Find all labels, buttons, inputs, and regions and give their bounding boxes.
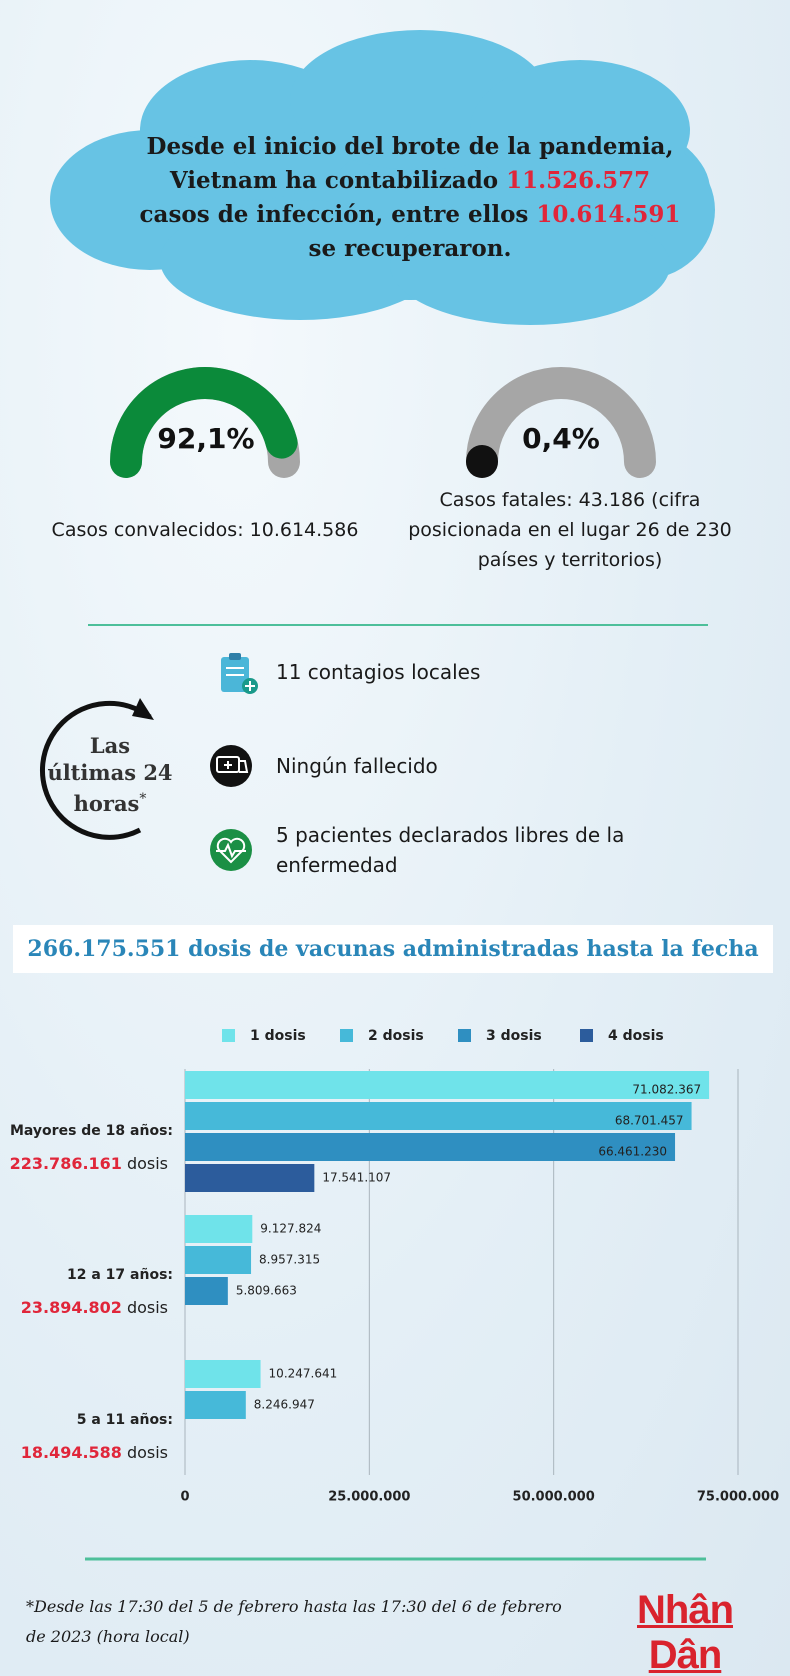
bar <box>185 1391 246 1419</box>
value-label: 8.246.947 <box>254 1398 315 1412</box>
total-unit: dosis <box>127 1298 168 1317</box>
category-label: Mayores de 18 años: <box>10 1123 173 1139</box>
bar <box>185 1360 261 1388</box>
headline: Desde el inicio del brote de la pandemia… <box>120 130 700 266</box>
bar <box>185 1164 315 1192</box>
total-unit: dosis <box>127 1443 168 1462</box>
footnote: *Desde las 17:30 del 5 de febrero hasta … <box>26 1597 562 1646</box>
stat-item: 5 pacientes declarados libres de la enfe… <box>276 823 625 877</box>
headline-line: Desde el inicio del brote de la pandemia… <box>146 133 674 160</box>
bar <box>185 1133 676 1161</box>
stat-item: 11 contagios locales <box>276 660 481 684</box>
legend-swatch <box>340 1029 353 1042</box>
gauge-track <box>466 367 656 478</box>
category-total: 223.786.161 dosis <box>10 1154 168 1173</box>
headline-line: se recuperaron. <box>308 235 512 262</box>
gauge-caption: Casos convalecidos: 10.614.586 <box>51 519 359 541</box>
total-number: 223.786.161 <box>10 1154 122 1173</box>
vaccine-title: dosis de vacunas administradas hasta la … <box>188 936 759 962</box>
headline-text: Vietnam ha contabilizado <box>169 167 499 194</box>
arrow-head <box>132 698 154 720</box>
x-tick-label: 75.000.000 <box>697 1490 779 1505</box>
period-title: Las últimas 24 horas* <box>40 732 180 817</box>
x-tick-label: 0 <box>180 1490 189 1505</box>
legend-swatch <box>580 1029 593 1042</box>
total-number: 18.494.588 <box>21 1443 122 1462</box>
gauge-arc <box>110 367 298 478</box>
total-unit: dosis <box>127 1154 168 1173</box>
health-icon <box>210 829 252 871</box>
category-total: 18.494.588 dosis <box>21 1443 168 1462</box>
category-label: 12 a 17 años: <box>67 1267 173 1283</box>
bar <box>185 1102 692 1130</box>
bar <box>185 1071 710 1099</box>
total-number: 23.894.802 <box>21 1298 122 1317</box>
brand-logo: Nhân Dân <box>637 1588 734 1676</box>
legend-label: 3 dosis <box>486 1028 542 1044</box>
legend-swatch <box>458 1029 471 1042</box>
value-label: 68.701.457 <box>615 1114 684 1128</box>
value-label: 5.809.663 <box>236 1284 297 1298</box>
period-title-line: horas* <box>40 786 180 817</box>
asterisk: * <box>139 791 147 807</box>
period-title-line: Las <box>89 733 131 758</box>
stat-item: Ningún fallecido <box>276 754 438 778</box>
gauge-caption: Casos fatales: 43.186 (cifra posicionada… <box>408 489 732 571</box>
vaccine-banner: 266.175.551 dosis de vacunas administrad… <box>13 925 773 973</box>
x-tick-label: 50.000.000 <box>513 1490 595 1505</box>
highlight-number: 11.526.577 <box>506 167 651 194</box>
highlight-number: 10.614.591 <box>536 201 681 228</box>
gauge-label: 0,4% <box>522 422 600 455</box>
period-title-text: horas <box>73 791 140 816</box>
value-label: 66.461.230 <box>598 1145 667 1159</box>
bar <box>185 1215 253 1243</box>
headline-line: Vietnam ha contabilizado 11.526.577 <box>120 164 700 198</box>
gauge-label: 92,1% <box>157 422 254 455</box>
headline-text: casos de infección, entre ellos <box>139 201 529 228</box>
value-label: 71.082.367 <box>632 1083 701 1097</box>
value-label: 17.541.107 <box>322 1171 391 1185</box>
cycle-arrow <box>39 700 152 840</box>
ambulance-icon <box>210 745 252 787</box>
legend-label: 4 dosis <box>608 1028 664 1044</box>
headline-line: casos de infección, entre ellos 10.614.5… <box>120 198 700 232</box>
legend-swatch <box>222 1029 235 1042</box>
period-title-line: últimas 24 <box>47 760 173 785</box>
legend-label: 1 dosis <box>250 1028 306 1044</box>
vaccine-total: 266.175.551 <box>27 936 181 962</box>
value-label: 10.247.641 <box>269 1367 338 1381</box>
cloud <box>50 30 715 325</box>
value-label: 9.127.824 <box>260 1222 321 1236</box>
clipboard-icon <box>221 653 258 694</box>
category-label: 5 a 11 años: <box>77 1412 173 1428</box>
category-total: 23.894.802 dosis <box>21 1298 168 1317</box>
legend-label: 2 dosis <box>368 1028 424 1044</box>
x-tick-label: 25.000.000 <box>328 1490 410 1505</box>
bar <box>185 1277 228 1305</box>
value-label: 8.957.315 <box>259 1253 320 1267</box>
bar <box>185 1246 252 1274</box>
